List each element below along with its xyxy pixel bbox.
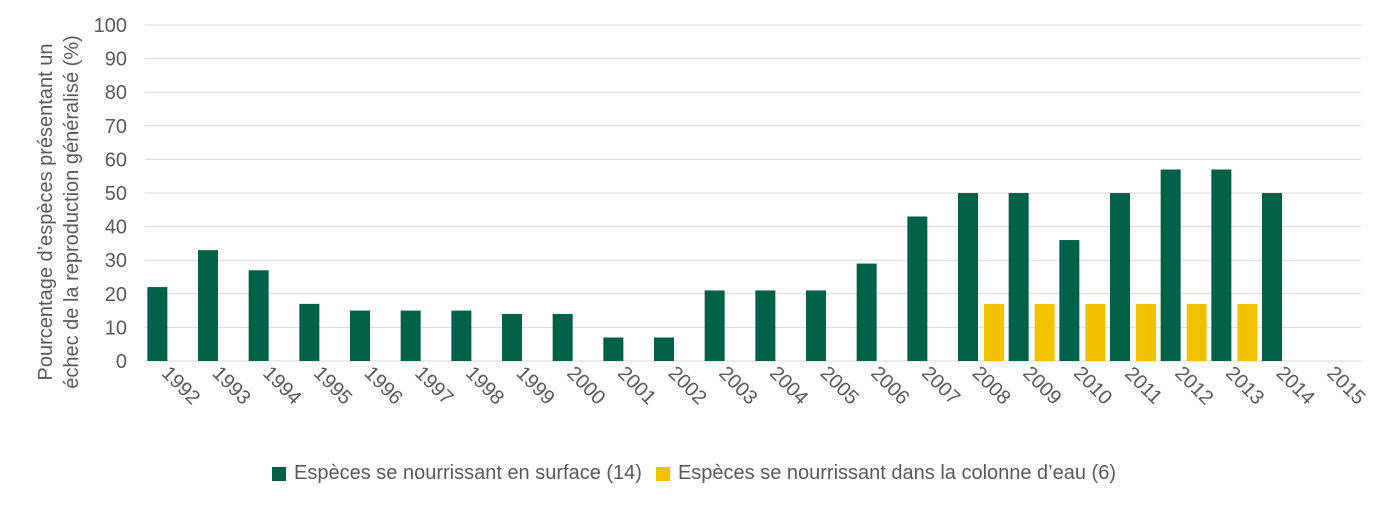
bar-surface-2002 [654,337,674,361]
y-axis-title-line2: échec de la reproduction généralisé (%) [61,35,83,389]
y-tick-label: 0 [116,351,127,373]
y-tick-label: 10 [105,317,127,339]
bar-surface-1997 [400,310,421,361]
bar-surface-2013 [1211,169,1232,361]
x-tick-label: 2014 [1272,362,1319,409]
x-tick-label: 2012 [1170,362,1217,409]
x-tick-label: 2015 [1322,362,1369,409]
legend-label-water-column: Espèces se nourrissant dans la colonne d… [677,462,1116,484]
bar-surface-2006 [856,263,877,361]
bar-surface-2000 [552,313,573,361]
x-tick-label: 1997 [410,362,457,409]
x-tick-label: 1993 [208,362,255,409]
x-tick-label: 2006 [866,362,913,409]
bars [147,169,1282,361]
bar-surface-2001 [603,337,624,361]
y-tick-label: 60 [105,149,127,171]
x-tick-label: 1994 [258,362,305,409]
x-tick-label: 2005 [816,362,863,409]
y-tick-label: 40 [105,217,127,239]
bar-surface-1994 [248,270,269,361]
bar-water-column-2010 [1085,303,1106,361]
x-tick-label: 2004 [765,362,812,409]
y-tick-label: 30 [105,250,127,272]
y-tick-label: 70 [105,116,127,138]
bar-water-column-2012 [1186,303,1207,361]
bar-surface-2010 [1059,240,1080,361]
legend-swatch-water-column [655,466,670,481]
bar-water-column-2011 [1136,303,1156,361]
x-tick-label: 2009 [1018,362,1065,409]
bar-surface-2003 [704,290,725,361]
x-tick-label: 2007 [917,362,964,409]
bar-surface-1992 [147,287,168,361]
bar-surface-2009 [1008,193,1029,361]
bar-surface-2008 [958,193,978,361]
x-tick-label: 2002 [664,362,711,409]
y-tick-label: 80 [105,82,127,104]
y-axis-title-line1: Pourcentage d’espèces présentant un [35,44,57,381]
bar-surface-2004 [755,290,776,361]
x-tick-label: 2000 [562,362,609,409]
x-tick-label: 1999 [512,362,559,409]
y-tick-label: 50 [105,183,127,205]
bar-water-column-2013 [1237,303,1258,361]
x-tick-label: 1992 [157,362,204,409]
bar-surface-2014 [1262,193,1282,361]
x-tick-label: 1995 [309,362,356,409]
bar-water-column-2009 [1034,303,1055,361]
bar-surface-1998 [451,310,472,361]
bar-surface-2011 [1110,193,1130,361]
bar-surface-2005 [806,290,826,361]
x-tick-label: 2010 [1069,362,1116,409]
gridlines [145,24,1361,362]
legend-label-surface: Espèces se nourrissant en surface (14) [294,462,642,484]
x-tick-label: 2003 [714,362,761,409]
legend-item-water-column: Espèces se nourrissant dans la colonne d… [655,462,1116,485]
legend: Espèces se nourrissant en surface (14) E… [0,462,1388,485]
bar-water-column-2008 [984,303,1004,361]
y-tick-label: 100 [94,15,127,37]
bar-surface-1995 [299,303,320,361]
bar-surface-1999 [502,313,522,361]
legend-swatch-surface [272,466,286,481]
bar-surface-2012 [1160,169,1181,361]
x-tick-label: 1996 [360,362,407,409]
x-tick-label: 2008 [968,362,1015,409]
bar-surface-1993 [198,250,218,361]
x-axis-tick-labels: 1992 1993 1994 1995 1996 1997 1998 1999 2000 2001… [157,362,1369,409]
bar-surface-2007 [907,216,928,361]
legend-item-surface: Espèces se nourrissant en surface (14) [272,462,642,485]
x-tick-label: 2001 [613,362,660,409]
x-tick-label: 1998 [461,362,508,409]
x-tick-label: 2013 [1221,362,1268,409]
y-tick-label: 20 [105,284,127,306]
x-tick-label: 2011 [1120,363,1166,409]
bar-surface-1996 [350,310,370,361]
y-tick-label: 90 [105,49,127,71]
y-axis-tick-labels: 0 10 20 30 40 50 60 70 80 90 100 [94,15,127,373]
